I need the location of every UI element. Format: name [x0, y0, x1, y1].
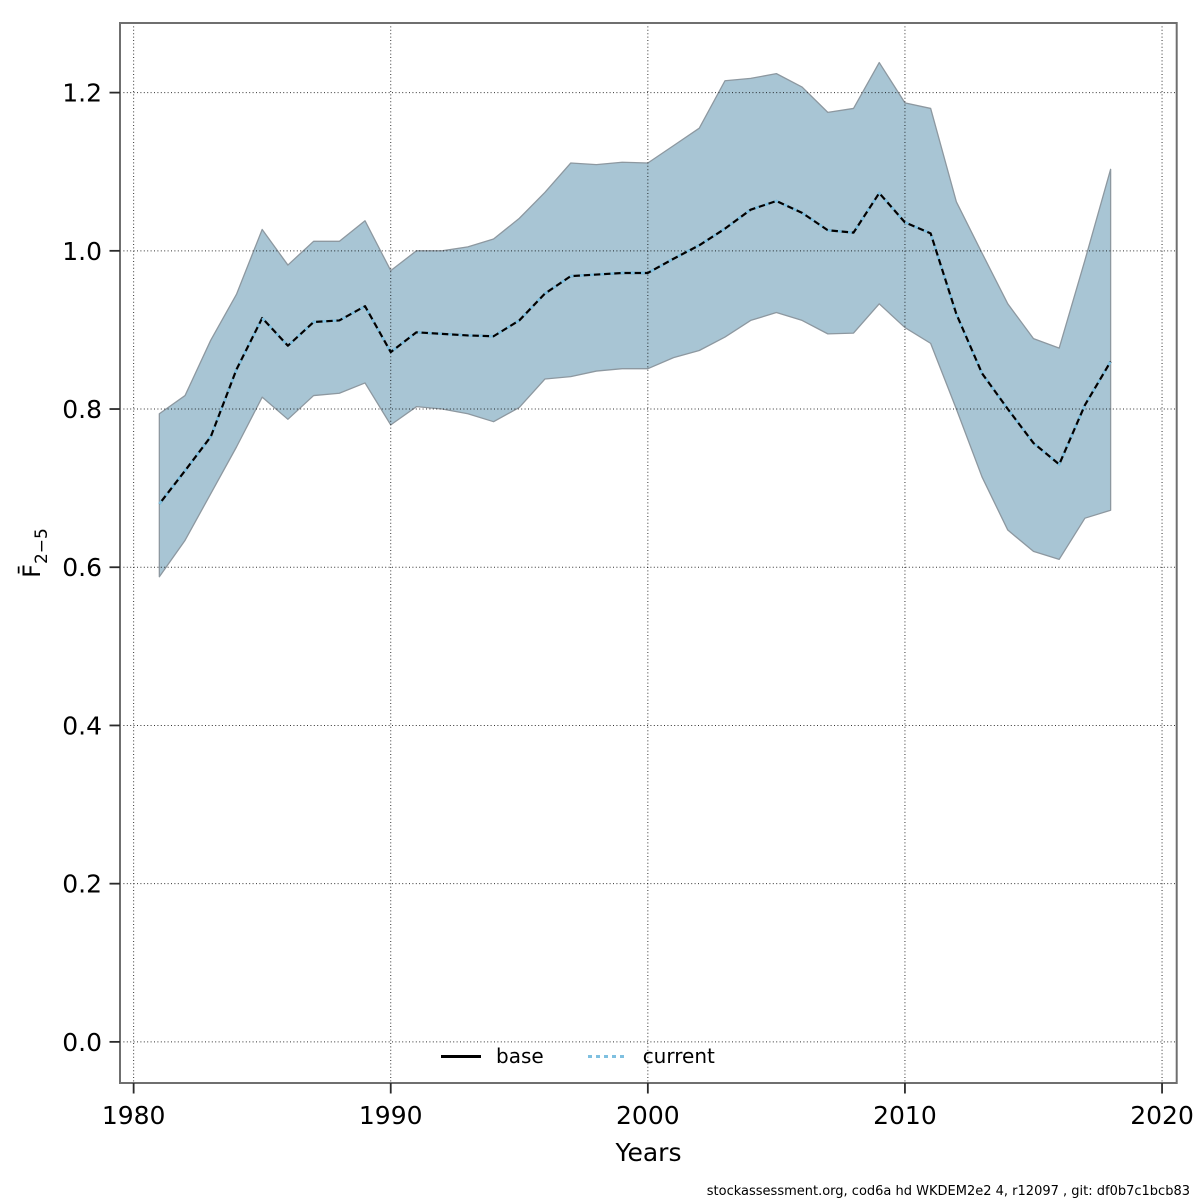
y-tick-label: 1.2	[62, 79, 102, 108]
y-axis-title: F̄2−5	[17, 528, 52, 578]
x-tick-label: 2000	[616, 1101, 680, 1130]
legend-current-label: current	[642, 1044, 715, 1068]
x-tick-label: 1980	[102, 1101, 166, 1130]
legend-base-label: base	[496, 1044, 544, 1068]
y-tick-label: 0.6	[62, 553, 102, 582]
x-axis-title: Years	[615, 1138, 682, 1167]
x-tick-label: 2020	[1130, 1101, 1194, 1130]
y-tick-label: 0.4	[62, 711, 102, 740]
y-tick-label: 0.8	[62, 395, 102, 424]
y-tick-label: 0.2	[62, 870, 102, 899]
legend: base current	[441, 1042, 715, 1070]
legend-current-line-sample	[587, 1054, 628, 1058]
base-line	[158, 191, 1112, 505]
x-tick-label: 1990	[359, 1101, 423, 1130]
y-tick-label: 1.0	[62, 237, 102, 266]
legend-base-line-sample	[441, 1054, 481, 1058]
source-caption: stockassessment.org, cod6a hd WKDEM2e2 4…	[706, 1184, 1190, 1199]
x-tick-label: 2010	[873, 1101, 937, 1130]
y-tick-label: 0.0	[62, 1028, 102, 1057]
confidence-band	[158, 61, 1112, 578]
